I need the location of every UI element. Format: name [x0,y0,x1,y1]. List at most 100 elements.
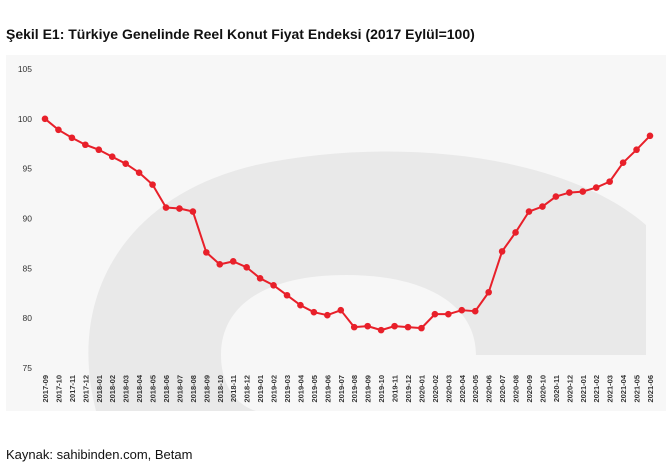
x-tick-label: 2021-04 [619,374,628,402]
x-tick-label: 2018-11 [229,375,238,402]
x-tick-label: 2021-05 [633,375,642,403]
data-point [391,322,398,330]
data-point [619,159,627,166]
watermark-shape [88,151,647,411]
x-tick-label: 2019-05 [310,375,319,403]
x-tick-label: 2020-12 [565,375,574,403]
x-tick-label: 2018-04 [135,374,144,402]
data-point [525,208,533,215]
x-tick-label: 2019-06 [323,375,332,403]
y-axis: 75 80 85 90 95 100 105 [18,64,32,373]
data-point [458,306,466,314]
y-tick-label: 80 [23,313,33,323]
data-point [229,258,237,265]
y-tick-label: 105 [18,64,32,74]
x-tick-label: 2020-03 [444,375,453,403]
x-tick-label: 2020-07 [498,375,507,403]
x-tick-label: 2019-08 [350,375,359,403]
data-point [41,115,49,123]
x-tick-label: 2019-01 [256,375,265,403]
data-point [108,153,116,161]
x-tick-label: 2017-09 [41,375,50,403]
x-tick-label: 2019-12 [404,375,413,403]
data-point [176,205,183,212]
data-point [135,169,143,176]
x-axis: 2017-09 2017-10 2017-11 2017-12 2018-01 2018-… [41,374,655,402]
data-point [297,301,304,309]
x-tick-label: 2017-11 [68,375,77,402]
data-point [55,126,62,134]
chart-title: Şekil E1: Türkiye Genelinde Reel Konut F… [6,26,475,42]
x-tick-label: 2018-07 [175,375,184,403]
x-tick-label: 2020-04 [458,374,467,402]
data-point [498,248,506,255]
series-polyline [44,118,651,332]
x-tick-label: 2018-05 [149,375,158,403]
data-point [512,229,519,236]
data-point [566,189,573,196]
y-tick-label: 75 [23,363,33,373]
data-point [310,308,318,316]
x-tick-label: 2021-01 [579,375,588,403]
y-tick-label: 95 [23,164,33,174]
data-point [324,311,331,319]
series-line [41,115,654,334]
x-tick-label: 2019-07 [337,375,346,403]
watermark-inner [236,295,458,355]
data-point [418,324,425,332]
x-tick-label: 2020-01 [417,375,426,403]
data-point [95,146,103,154]
x-tick-label: 2021-02 [592,375,601,403]
data-point [68,134,76,142]
x-tick-label: 2018-09 [202,375,211,403]
x-tick-label: 2020-06 [485,375,494,403]
x-tick-label: 2020-05 [471,375,480,403]
data-point [431,310,439,318]
x-tick-label: 2020-11 [552,375,561,402]
data-point [216,261,224,268]
data-point [243,264,250,271]
x-tick-label: 2017-12 [81,375,90,403]
data-point [404,323,412,331]
data-point [364,322,371,330]
x-tick-label: 2018-10 [216,375,225,403]
data-point [149,181,156,188]
x-tick-label: 2018-03 [122,375,131,403]
data-point [270,281,277,289]
x-tick-label: 2020-10 [538,375,547,403]
data-point [552,193,560,200]
x-tick-label: 2018-02 [108,375,117,403]
data-point [471,307,479,315]
data-point [337,306,345,314]
x-tick-label: 2018-12 [243,375,252,403]
data-point [203,249,210,256]
data-point [592,184,600,191]
x-tick-label: 2017-10 [54,375,63,403]
x-tick-label: 2018-08 [189,375,198,403]
x-tick-label: 2018-06 [162,375,171,403]
data-point [633,146,640,154]
x-tick-label: 2021-03 [606,375,615,403]
x-tick-label: 2019-10 [377,375,386,403]
data-point [189,208,197,215]
data-point [377,326,385,334]
x-tick-label: 2019-11 [391,375,400,402]
x-tick-label: 2020-02 [431,375,440,403]
y-tick-label: 90 [23,214,33,224]
data-point [445,310,452,318]
data-point [485,288,492,296]
chart-area: 75 80 85 90 95 100 105 2017-09 2017-10 2017-11 20… [6,55,666,411]
x-tick-label: 2019-03 [283,375,292,403]
data-point [350,323,358,331]
x-tick-label: 2021-06 [646,375,655,403]
x-tick-label: 2019-09 [364,375,373,403]
data-point [162,204,170,211]
watermark-logo [88,151,647,411]
x-tick-label: 2019-02 [270,375,279,403]
x-tick-label: 2019-04 [296,374,305,402]
x-tick-label: 2020-09 [525,375,534,403]
source-note: Kaynak: sahibinden.com, Betam [6,447,193,462]
data-point [256,275,264,282]
data-point [283,291,291,299]
